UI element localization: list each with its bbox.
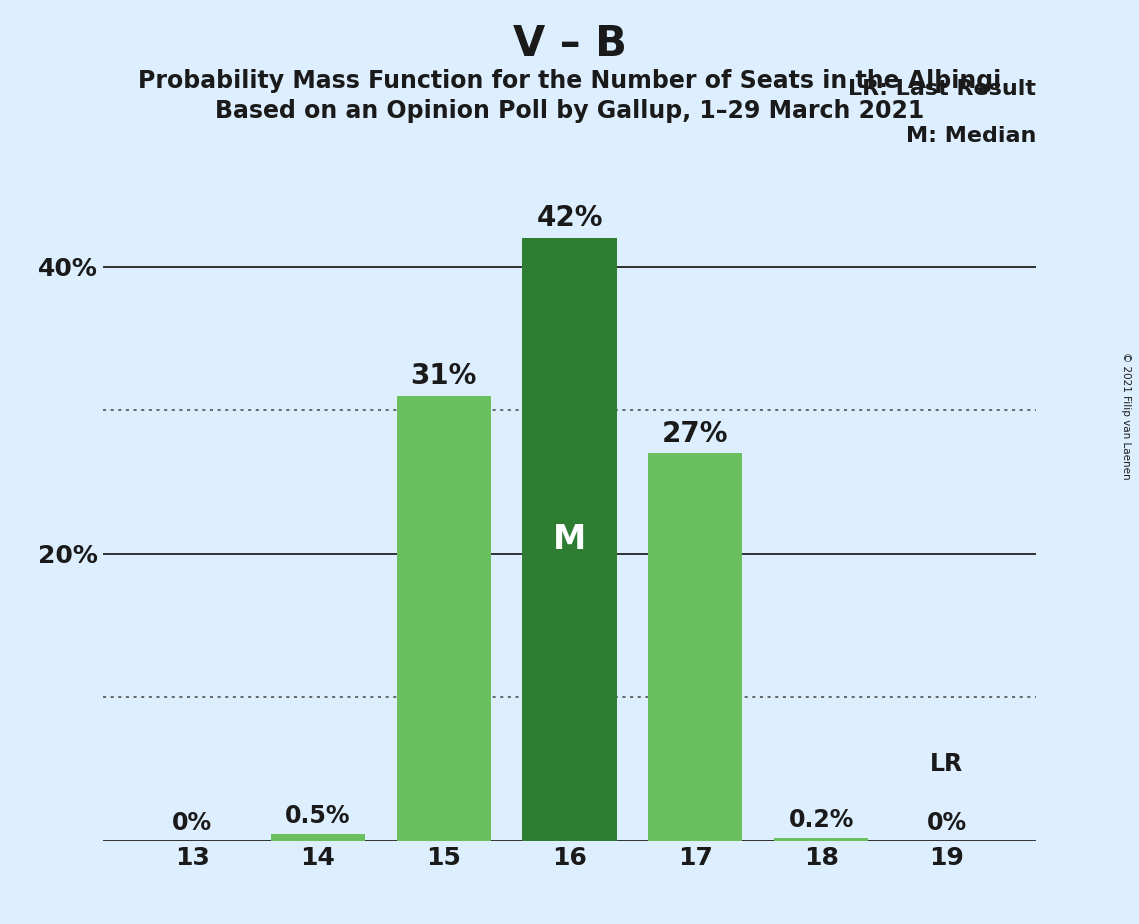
Bar xyxy=(396,396,491,841)
Text: 42%: 42% xyxy=(536,204,603,232)
Text: © 2021 Filip van Laenen: © 2021 Filip van Laenen xyxy=(1121,352,1131,480)
Text: 0.2%: 0.2% xyxy=(788,808,854,833)
Text: 0%: 0% xyxy=(927,811,967,835)
Text: LR: LR xyxy=(931,752,964,776)
Bar xyxy=(271,833,366,841)
Text: V – B: V – B xyxy=(513,23,626,65)
Text: 0%: 0% xyxy=(172,811,212,835)
Text: Based on an Opinion Poll by Gallup, 1–29 March 2021: Based on an Opinion Poll by Gallup, 1–29… xyxy=(215,99,924,123)
Text: Probability Mass Function for the Number of Seats in the Alþingi: Probability Mass Function for the Number… xyxy=(138,69,1001,93)
Text: M: M xyxy=(552,523,587,556)
Text: LR: Last Result: LR: Last Result xyxy=(849,79,1036,99)
Bar xyxy=(523,238,616,841)
Bar xyxy=(648,454,743,841)
Text: 0.5%: 0.5% xyxy=(285,804,351,828)
Text: 31%: 31% xyxy=(410,362,477,390)
Bar xyxy=(773,838,868,841)
Text: 27%: 27% xyxy=(662,419,729,447)
Text: M: Median: M: Median xyxy=(907,126,1036,146)
